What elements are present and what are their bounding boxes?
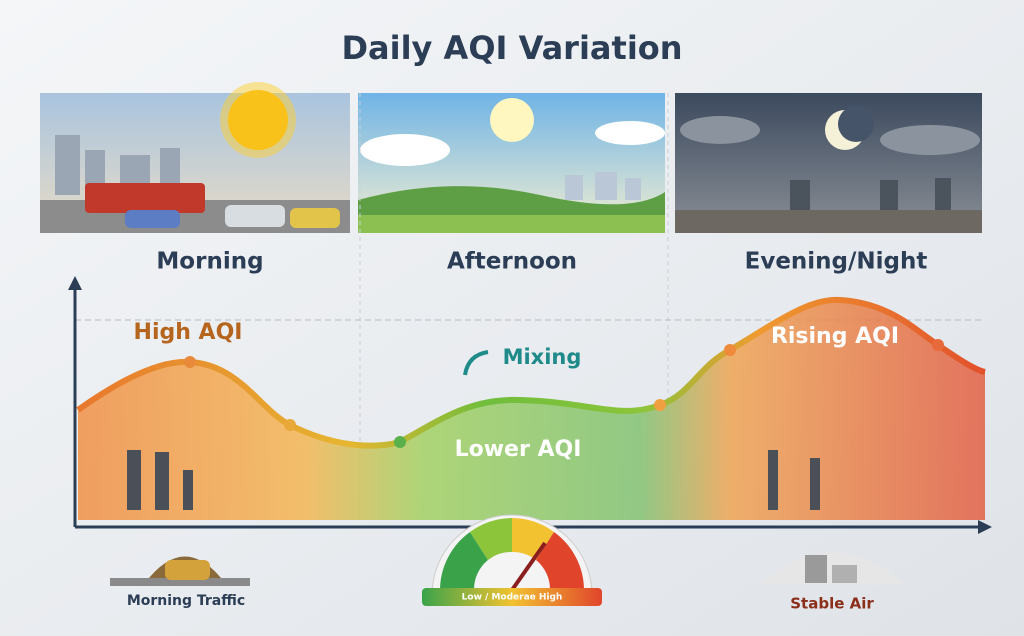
curve-points (184, 339, 944, 448)
panel-label: Morning (156, 249, 263, 275)
panel-evening (675, 93, 982, 233)
aqi-curve (76, 296, 986, 449)
aqi-area (78, 299, 985, 520)
traffic-icon (110, 556, 250, 586)
panel-morning (40, 82, 350, 233)
panel-label: Evening/Night (745, 249, 928, 275)
axis-arrow (978, 520, 992, 534)
footer-label: Morning Traffic (127, 593, 245, 609)
mixing-arrow (463, 350, 489, 376)
stable-air-icon (760, 552, 905, 585)
axis-arrow (68, 276, 82, 290)
footer-label: Stable Air (790, 595, 874, 613)
panel-afternoon (358, 93, 665, 233)
gauge-label: Low / Moderae High (462, 593, 563, 603)
curve-label: Mixing (503, 345, 582, 369)
curve-label: High AQI (134, 320, 243, 345)
gauge (422, 514, 602, 606)
title: Daily AQI Variation (341, 29, 682, 67)
factories (127, 450, 820, 510)
panel-label: Afternoon (447, 249, 577, 275)
curve-label: Rising AQI (771, 324, 899, 349)
curve-label: Lower AQI (455, 437, 582, 462)
